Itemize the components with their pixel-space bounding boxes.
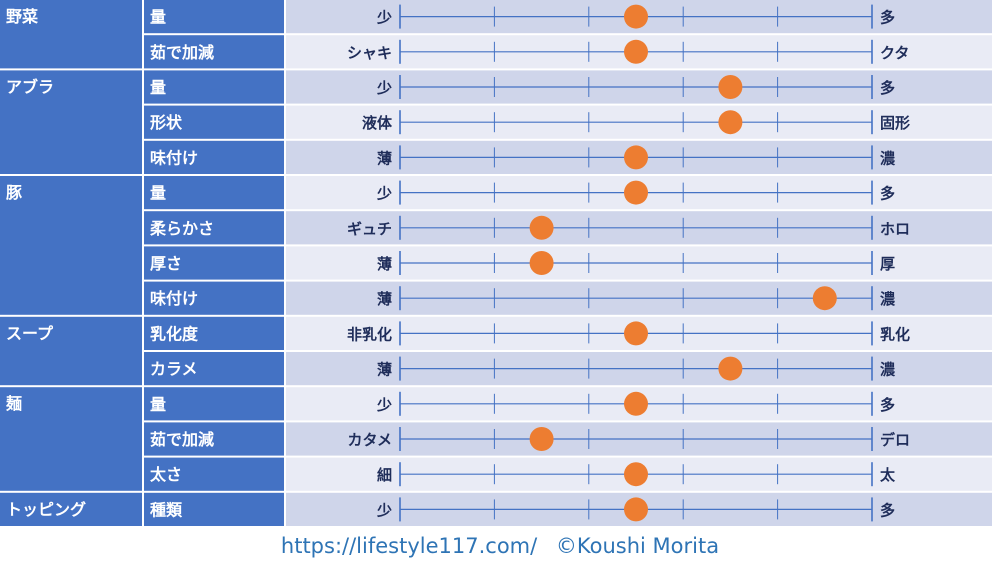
item-label: 量 [150, 78, 166, 97]
rating-dot [624, 321, 648, 346]
right-anchor-label: 濃 [880, 361, 896, 379]
item-cell [144, 176, 284, 210]
rating-dot [624, 462, 648, 487]
item-cell [144, 140, 284, 174]
item-cell [144, 352, 284, 386]
footer: https://lifestyle117.com/ ©Koushi Morita [0, 530, 1000, 563]
right-anchor-label: 濃 [880, 149, 896, 167]
item-cell [144, 211, 284, 245]
group-cell [0, 70, 142, 174]
left-anchor-label: 少 [376, 501, 392, 519]
item-label: 太さ [149, 465, 182, 484]
item-label: 厚さ [150, 254, 182, 273]
right-anchor-label: ホロ [880, 220, 910, 238]
left-anchor-label: 少 [376, 396, 392, 414]
right-anchor-label: 多 [880, 501, 895, 519]
left-anchor-label: シャキ [347, 44, 392, 62]
rating-dot [718, 75, 743, 99]
group-cell [0, 492, 142, 526]
item-cell [144, 0, 284, 34]
left-anchor-label: 薄 [377, 255, 392, 273]
group-label: スープ [6, 324, 54, 343]
rating-dot [624, 39, 648, 64]
group-cell [0, 0, 142, 69]
item-cell [144, 35, 284, 69]
right-anchor-label: 多 [880, 79, 895, 97]
group-label: トッピング [6, 500, 86, 519]
item-label: 茹で加減 [150, 430, 214, 449]
right-anchor-label: 多 [880, 9, 895, 27]
item-cell [144, 246, 284, 280]
item-cell [144, 105, 284, 139]
right-anchor-label: 濃 [880, 290, 896, 308]
right-anchor-label: デロ [880, 431, 910, 449]
group-cell [0, 387, 142, 491]
item-label: 味付け [150, 289, 198, 308]
footer-credit: ©Koushi Morita [555, 534, 720, 558]
footer-url[interactable]: https://lifestyle117.com/ [280, 534, 538, 558]
item-label: 形状 [150, 113, 183, 132]
rating-dot [529, 215, 554, 240]
right-anchor-label: 太 [880, 466, 896, 484]
item-label: カラメ [150, 360, 198, 379]
left-anchor-label: 薄 [377, 290, 392, 308]
rating-dot [624, 180, 648, 205]
left-anchor-label: 細 [377, 466, 392, 484]
rating-dot [624, 145, 648, 170]
left-anchor-label: ギュチ [347, 220, 392, 238]
item-cell [144, 457, 284, 491]
item-label: 量 [150, 395, 166, 414]
right-anchor-label: クタ [880, 44, 909, 62]
right-anchor-label: 多 [880, 396, 895, 414]
left-anchor-label: 少 [376, 79, 392, 97]
item-cell [144, 387, 284, 421]
right-anchor-label: 固形 [880, 114, 910, 132]
left-anchor-label: 液体 [362, 114, 393, 132]
right-anchor-label: 乳化 [880, 325, 910, 343]
right-anchor-label: 多 [880, 185, 895, 203]
left-anchor-label: カタメ [347, 431, 392, 449]
rating-dot [718, 110, 743, 135]
rating-dot [624, 497, 648, 522]
left-anchor-label: 少 [376, 185, 392, 203]
rating-dot [718, 356, 743, 381]
group-label: アブラ [6, 77, 54, 96]
item-cell [144, 281, 284, 315]
group-label: 野菜 [6, 7, 38, 26]
rating-dot [812, 286, 837, 311]
group-label: 豚 [6, 183, 22, 202]
item-cell [144, 316, 284, 350]
group-label: 麺 [5, 394, 22, 413]
rating-dot [529, 251, 554, 275]
item-cell [144, 492, 284, 526]
item-cell [144, 422, 284, 456]
left-anchor-label: 少 [376, 9, 392, 27]
left-anchor-label: 薄 [377, 149, 392, 167]
item-label: 種類 [150, 500, 183, 519]
group-cell [0, 316, 142, 386]
item-label: 味付け [150, 148, 198, 167]
rating-dot [624, 4, 648, 29]
item-label: 乳化度 [150, 324, 199, 343]
left-anchor-label: 非乳化 [347, 325, 392, 343]
item-cell [144, 70, 284, 104]
left-anchor-label: 薄 [377, 361, 392, 379]
right-anchor-label: 厚 [880, 255, 895, 273]
rating-dot [624, 391, 648, 416]
rating-dot [529, 427, 554, 451]
item-label: 量 [150, 8, 166, 27]
group-cell [0, 176, 142, 315]
item-label: 茹で加減 [150, 43, 214, 62]
rating-chart: 野菜量少多茹で加減 シャキ クタアブラ量少多形状 液体 固形味付け薄濃豚量少多柔らかさギ… [0, 0, 992, 526]
item-label: 量 [150, 184, 166, 203]
item-label: 柔らかさ [149, 219, 214, 238]
